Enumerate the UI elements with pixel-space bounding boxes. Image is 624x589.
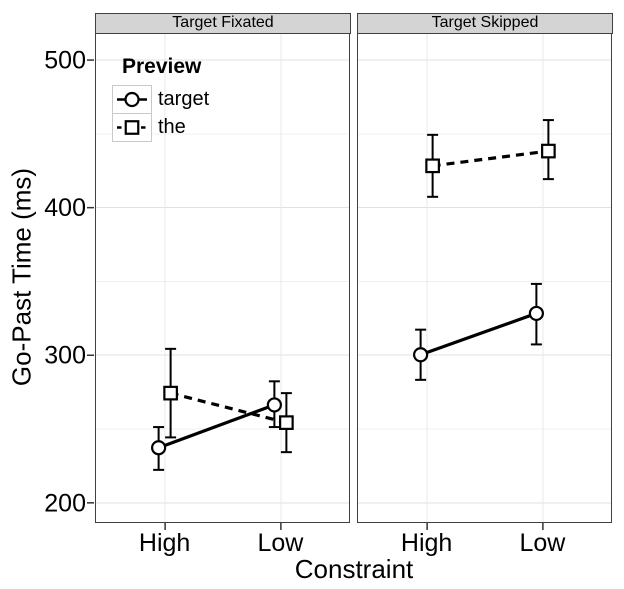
data-point-circle bbox=[528, 305, 544, 322]
series-line-target bbox=[420, 311, 537, 357]
x-tick-label: High bbox=[401, 529, 452, 557]
legend: Preview target the bbox=[112, 55, 209, 142]
legend-key-circle bbox=[124, 91, 140, 108]
legend-key-label: target bbox=[158, 88, 210, 110]
panel-background bbox=[357, 33, 612, 523]
y-tick-label: 500 bbox=[44, 47, 86, 75]
data-point-circle bbox=[413, 347, 429, 363]
legend-key-label: the bbox=[158, 116, 186, 138]
data-point-circle bbox=[151, 440, 167, 456]
series-line-the bbox=[170, 391, 287, 425]
square-marker-icon bbox=[112, 113, 152, 142]
legend-glyph-svg bbox=[117, 120, 147, 135]
y-tick-label: 300 bbox=[44, 342, 86, 370]
facet-strip-target-fixated: Target Fixated bbox=[95, 13, 351, 34]
series-line-target bbox=[158, 403, 275, 450]
legend-key-the: the bbox=[112, 113, 209, 142]
series-line-the bbox=[432, 149, 549, 168]
x-axis-title: Constraint bbox=[294, 554, 414, 584]
circle-marker-icon bbox=[112, 85, 152, 114]
data-point-square bbox=[425, 158, 440, 174]
x-tick-label: Low bbox=[257, 529, 304, 557]
legend-key-square bbox=[124, 120, 140, 135]
y-axis-title: Go-Past Time (ms) bbox=[6, 167, 37, 387]
data-point-square bbox=[163, 385, 178, 401]
legend-key-target: target bbox=[112, 85, 209, 114]
data-point-circle bbox=[266, 397, 282, 413]
data-point-square bbox=[541, 143, 556, 159]
data-point-square bbox=[279, 415, 294, 430]
y-tick-label: 200 bbox=[44, 489, 86, 517]
x-tick-label: Low bbox=[519, 529, 566, 557]
x-tick-label: High bbox=[139, 529, 190, 557]
facet-strip-target-skipped: Target Skipped bbox=[357, 13, 613, 34]
y-tick-label: 400 bbox=[44, 194, 86, 222]
legend-title: Preview bbox=[122, 55, 202, 78]
legend-glyph-svg bbox=[117, 91, 147, 108]
